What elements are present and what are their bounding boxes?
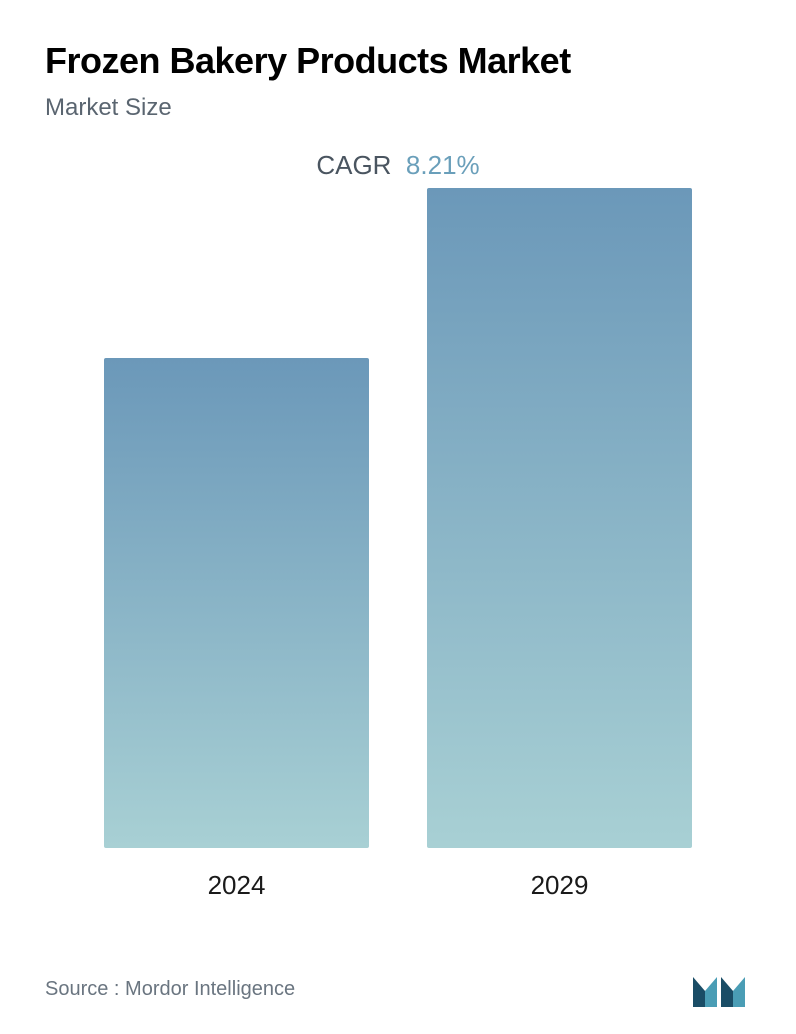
bar-label: 2024 [208, 870, 266, 901]
bar-wrapper: 2029 [420, 188, 700, 901]
bar-chart: 2024 2029 [45, 201, 751, 901]
mordor-logo-icon [691, 969, 751, 1009]
chart-footer: Source : Mordor Intelligence [45, 969, 751, 1009]
bar-wrapper: 2024 [97, 358, 377, 901]
cagr-value: 8.21% [406, 150, 480, 180]
cagr-label: CAGR [316, 150, 391, 180]
bar-2029 [427, 188, 692, 848]
chart-subtitle: Market Size [45, 94, 751, 122]
chart-title: Frozen Bakery Products Market [45, 40, 751, 82]
bar-label: 2029 [531, 870, 589, 901]
source-text: Source : Mordor Intelligence [45, 978, 295, 1001]
cagr-container: CAGR 8.21% [45, 150, 751, 181]
bar-2024 [104, 358, 369, 848]
